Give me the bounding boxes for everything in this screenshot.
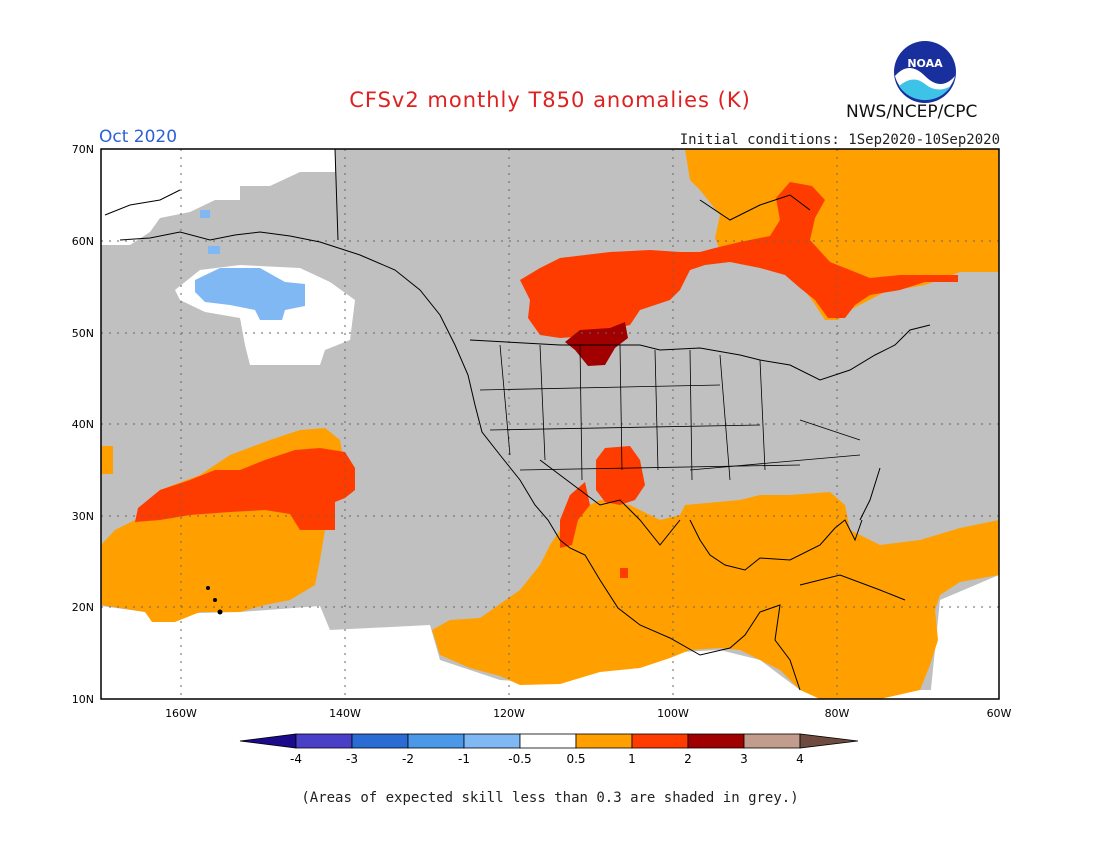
svg-text:-3: -3: [346, 752, 358, 766]
islands: [206, 586, 223, 615]
anomaly-1-2-central-canada: [520, 182, 958, 338]
svg-text:60N: 60N: [72, 235, 94, 248]
svg-text:3: 3: [740, 752, 748, 766]
map-title: CFSv2 monthly T850 anomalies (K): [349, 88, 751, 112]
svg-text:30N: 30N: [72, 510, 94, 523]
white-area-atlantic: [930, 575, 999, 699]
state-borders: [479, 344, 861, 481]
initial-conditions: Initial conditions: 1Sep2020-10Sep2020: [679, 132, 1000, 148]
negative-anomaly-alaska: [195, 268, 305, 320]
svg-text:120W: 120W: [493, 707, 525, 720]
svg-text:140W: 140W: [329, 707, 361, 720]
svg-text:100W: 100W: [657, 707, 689, 720]
coastlines: [104, 149, 931, 691]
anomaly-map: 70N 60N 50N 40N 30N 20N 10N 160W 140W 12…: [72, 143, 1012, 720]
svg-text:4: 4: [796, 752, 804, 766]
lat-labels: 70N 60N 50N 40N 30N 20N 10N: [72, 143, 94, 706]
svg-text:10N: 10N: [72, 693, 94, 706]
svg-text:50N: 50N: [72, 327, 94, 340]
svg-text:0.5: 0.5: [566, 752, 585, 766]
svg-text:40N: 40N: [72, 418, 94, 431]
svg-text:70N: 70N: [72, 143, 94, 156]
legend-swatch-below-4: [239, 733, 297, 749]
svg-text:NOAA: NOAA: [907, 57, 943, 70]
svg-text:1: 1: [628, 752, 636, 766]
svg-text:-4: -4: [290, 752, 302, 766]
svg-text:-2: -2: [402, 752, 414, 766]
svg-text:160W: 160W: [165, 707, 197, 720]
agency-label: NWS/NCEP/CPC: [846, 102, 978, 122]
anomaly-1-2-southwest: [596, 446, 645, 505]
graticule: [101, 149, 999, 699]
color-legend: -4 -3 -2 -1 -0.5 0.5 1 2 3 4: [239, 733, 859, 766]
svg-text:20N: 20N: [72, 601, 94, 614]
map-frame: [100, 148, 1000, 700]
anomaly-2-3-montana: [565, 322, 628, 366]
legend-tick-labels: -4 -3 -2 -1 -0.5 0.5 1 2 3 4: [290, 752, 804, 766]
svg-text:2: 2: [684, 752, 692, 766]
lon-labels: 160W 140W 120W 100W 80W 60W: [165, 707, 1011, 720]
white-area-south: [101, 606, 999, 699]
positive-anomaly-gulf-mexico: [432, 492, 999, 699]
svg-text:80W: 80W: [825, 707, 850, 720]
legend-swatch-above-4: [799, 733, 859, 749]
forecast-month: Oct 2020: [99, 127, 178, 147]
anomaly-1-2-pacific: [135, 448, 355, 530]
noaa-logo: NOAA: [894, 41, 956, 103]
map-fields: [101, 149, 999, 699]
svg-text:-1: -1: [458, 752, 470, 766]
white-area-arctic: [101, 149, 335, 245]
skill-footnote: (Areas of expected skill less than 0.3 a…: [301, 790, 799, 806]
svg-text:-0.5: -0.5: [508, 752, 531, 766]
svg-text:60W: 60W: [987, 707, 1012, 720]
